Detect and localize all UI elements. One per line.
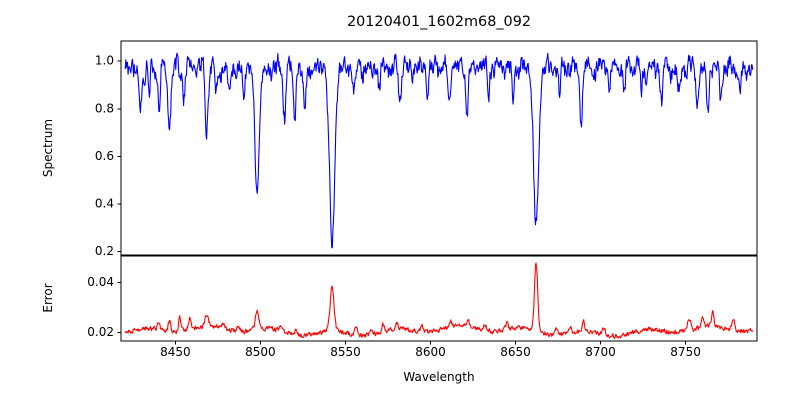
error-y-axis-label: Error	[41, 283, 55, 312]
y-tick-label: 0.02	[87, 325, 114, 339]
x-tick-label: 8550	[330, 345, 361, 359]
error-x-ticks: 8450 8500 8550 8600 8650 8700 8750	[160, 341, 701, 359]
spectrum-axes-frame	[120, 40, 758, 256]
x-tick-label: 8600	[415, 345, 446, 359]
spectrum-panel: 0.2 0.4 0.6 0.8 1.0 Spectrum	[41, 40, 758, 259]
error-y-ticks: 0.02 0.04	[87, 275, 121, 339]
spectrum-y-axis-label: Spectrum	[41, 119, 55, 177]
error-panel: 0.02 0.04 8450 8500 8550 8600 8650 8700 8750 Er…	[41, 255, 758, 359]
error-plot-area	[121, 256, 757, 341]
spectrum-data-line	[124, 52, 754, 249]
x-tick-label: 8650	[500, 345, 531, 359]
x-tick-label: 8450	[160, 345, 191, 359]
spectrum-y-ticks: 0.2 0.4 0.6 0.8 1.0	[95, 54, 121, 258]
y-tick-label: 0.8	[95, 101, 114, 115]
x-tick-label: 8700	[585, 345, 616, 359]
y-tick-label: 0.04	[87, 275, 114, 289]
error-axes-frame	[120, 255, 758, 342]
x-axis-label: Wavelength	[403, 370, 474, 384]
y-tick-label: 1.0	[95, 54, 114, 68]
x-tick-label: 8500	[245, 345, 276, 359]
y-tick-label: 0.6	[95, 149, 114, 163]
page-title: 20120401_1602m68_092	[347, 14, 531, 30]
y-tick-label: 0.4	[95, 196, 114, 210]
error-data-line	[124, 262, 754, 339]
y-tick-label: 0.2	[95, 244, 114, 258]
x-tick-label: 8750	[670, 345, 701, 359]
